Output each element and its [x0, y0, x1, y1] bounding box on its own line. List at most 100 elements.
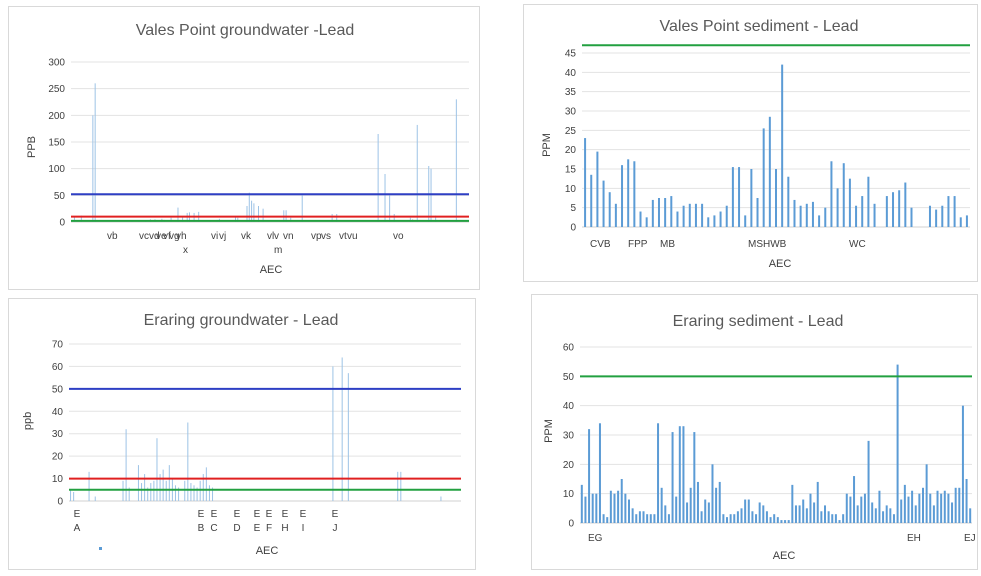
bar: [125, 429, 127, 501]
x-category-label: E: [254, 523, 261, 534]
bar: [922, 487, 924, 523]
bar: [827, 511, 830, 523]
bar: [633, 161, 636, 227]
y-tick-label: 0: [57, 497, 63, 508]
y-tick-label: 200: [48, 111, 65, 122]
bar: [954, 487, 957, 523]
chart-title: Vales Point groundwater -Lead: [136, 22, 355, 39]
x-category-label: vt: [339, 231, 347, 242]
bar: [707, 502, 710, 523]
bar: [184, 480, 186, 501]
y-tick-label: 0: [568, 519, 574, 530]
bar: [676, 211, 679, 227]
bar: [190, 483, 192, 501]
bar: [718, 481, 721, 523]
y-tick-label: 40: [563, 401, 575, 412]
bar: [128, 487, 130, 501]
y-tick-label: 150: [48, 138, 65, 149]
bar: [871, 502, 874, 523]
bar: [653, 514, 656, 523]
bar: [688, 203, 691, 227]
x-category-label: vn: [283, 231, 294, 242]
bar: [820, 511, 823, 523]
bar: [813, 502, 816, 523]
bar: [809, 493, 812, 523]
bar: [940, 493, 943, 523]
bar: [925, 464, 928, 523]
bar: [798, 505, 801, 523]
bar: [628, 499, 630, 523]
bar: [781, 64, 784, 227]
bar: [168, 465, 170, 501]
bar: [635, 514, 638, 523]
bar: [80, 215, 82, 222]
x-category-label: E: [198, 509, 205, 520]
bar: [750, 169, 753, 227]
bar: [92, 115, 94, 222]
y-tick-label: 250: [48, 84, 65, 95]
bar: [651, 199, 654, 227]
bar: [935, 209, 938, 227]
bar: [722, 514, 725, 523]
bar: [733, 514, 736, 523]
bar: [178, 487, 180, 501]
bar: [435, 215, 437, 222]
x-category-label: vp: [311, 231, 322, 242]
chart-panel-eraring-sediment: Eraring sediment - Lead PPM AEC 0 10 20 30 4…: [531, 294, 978, 570]
bar: [94, 496, 96, 501]
x-category-label: E: [254, 509, 261, 520]
bar: [156, 438, 158, 501]
bar: [849, 496, 852, 523]
bar: [664, 505, 667, 523]
y-tick-label: 5: [570, 203, 576, 214]
bar: [664, 198, 667, 227]
x-category-label: vo: [393, 231, 404, 242]
x-axis-title: AEC: [769, 258, 792, 270]
x-category-label: I: [302, 523, 305, 534]
bar: [182, 216, 184, 222]
bar: [193, 485, 195, 501]
bar: [675, 496, 678, 523]
x-category-label: x: [183, 245, 188, 256]
bar: [455, 99, 457, 222]
y-tick-label: 60: [563, 343, 575, 354]
bar: [824, 207, 827, 227]
x-category-label: D: [233, 523, 240, 534]
bar: [744, 499, 747, 523]
y-tick-label: 70: [52, 340, 64, 351]
bar: [595, 493, 598, 523]
bar: [141, 483, 143, 501]
x-category-label: ve: [156, 231, 167, 242]
bar: [856, 505, 859, 523]
x-category-label: B: [198, 523, 205, 534]
bar: [645, 217, 648, 227]
x-category-label: J: [333, 523, 338, 534]
bar: [670, 196, 673, 227]
bar: [951, 502, 954, 523]
bar: [416, 124, 418, 222]
x-category-label: EJ: [964, 533, 976, 544]
bar: [588, 429, 591, 523]
bar: [740, 508, 743, 523]
bar: [834, 514, 837, 523]
bar: [150, 483, 152, 501]
bar: [696, 481, 699, 523]
bar: [686, 502, 689, 523]
bar: [678, 426, 681, 523]
chart-vales-point-groundwater: Vales Point groundwater -Lead PPB AEC 0 5…: [26, 22, 469, 276]
bar: [251, 200, 253, 222]
bar: [784, 520, 787, 523]
bar: [331, 214, 333, 222]
bar: [756, 198, 759, 227]
bar: [853, 476, 856, 523]
x-category-label: F: [266, 523, 272, 534]
bar: [94, 83, 96, 222]
bar: [212, 487, 214, 501]
bar: [860, 496, 863, 523]
bar: [202, 474, 204, 501]
bar: [911, 490, 914, 523]
bar: [170, 217, 172, 222]
bar: [805, 508, 808, 523]
y-axis-title: PPB: [26, 136, 38, 158]
bar: [584, 138, 587, 227]
